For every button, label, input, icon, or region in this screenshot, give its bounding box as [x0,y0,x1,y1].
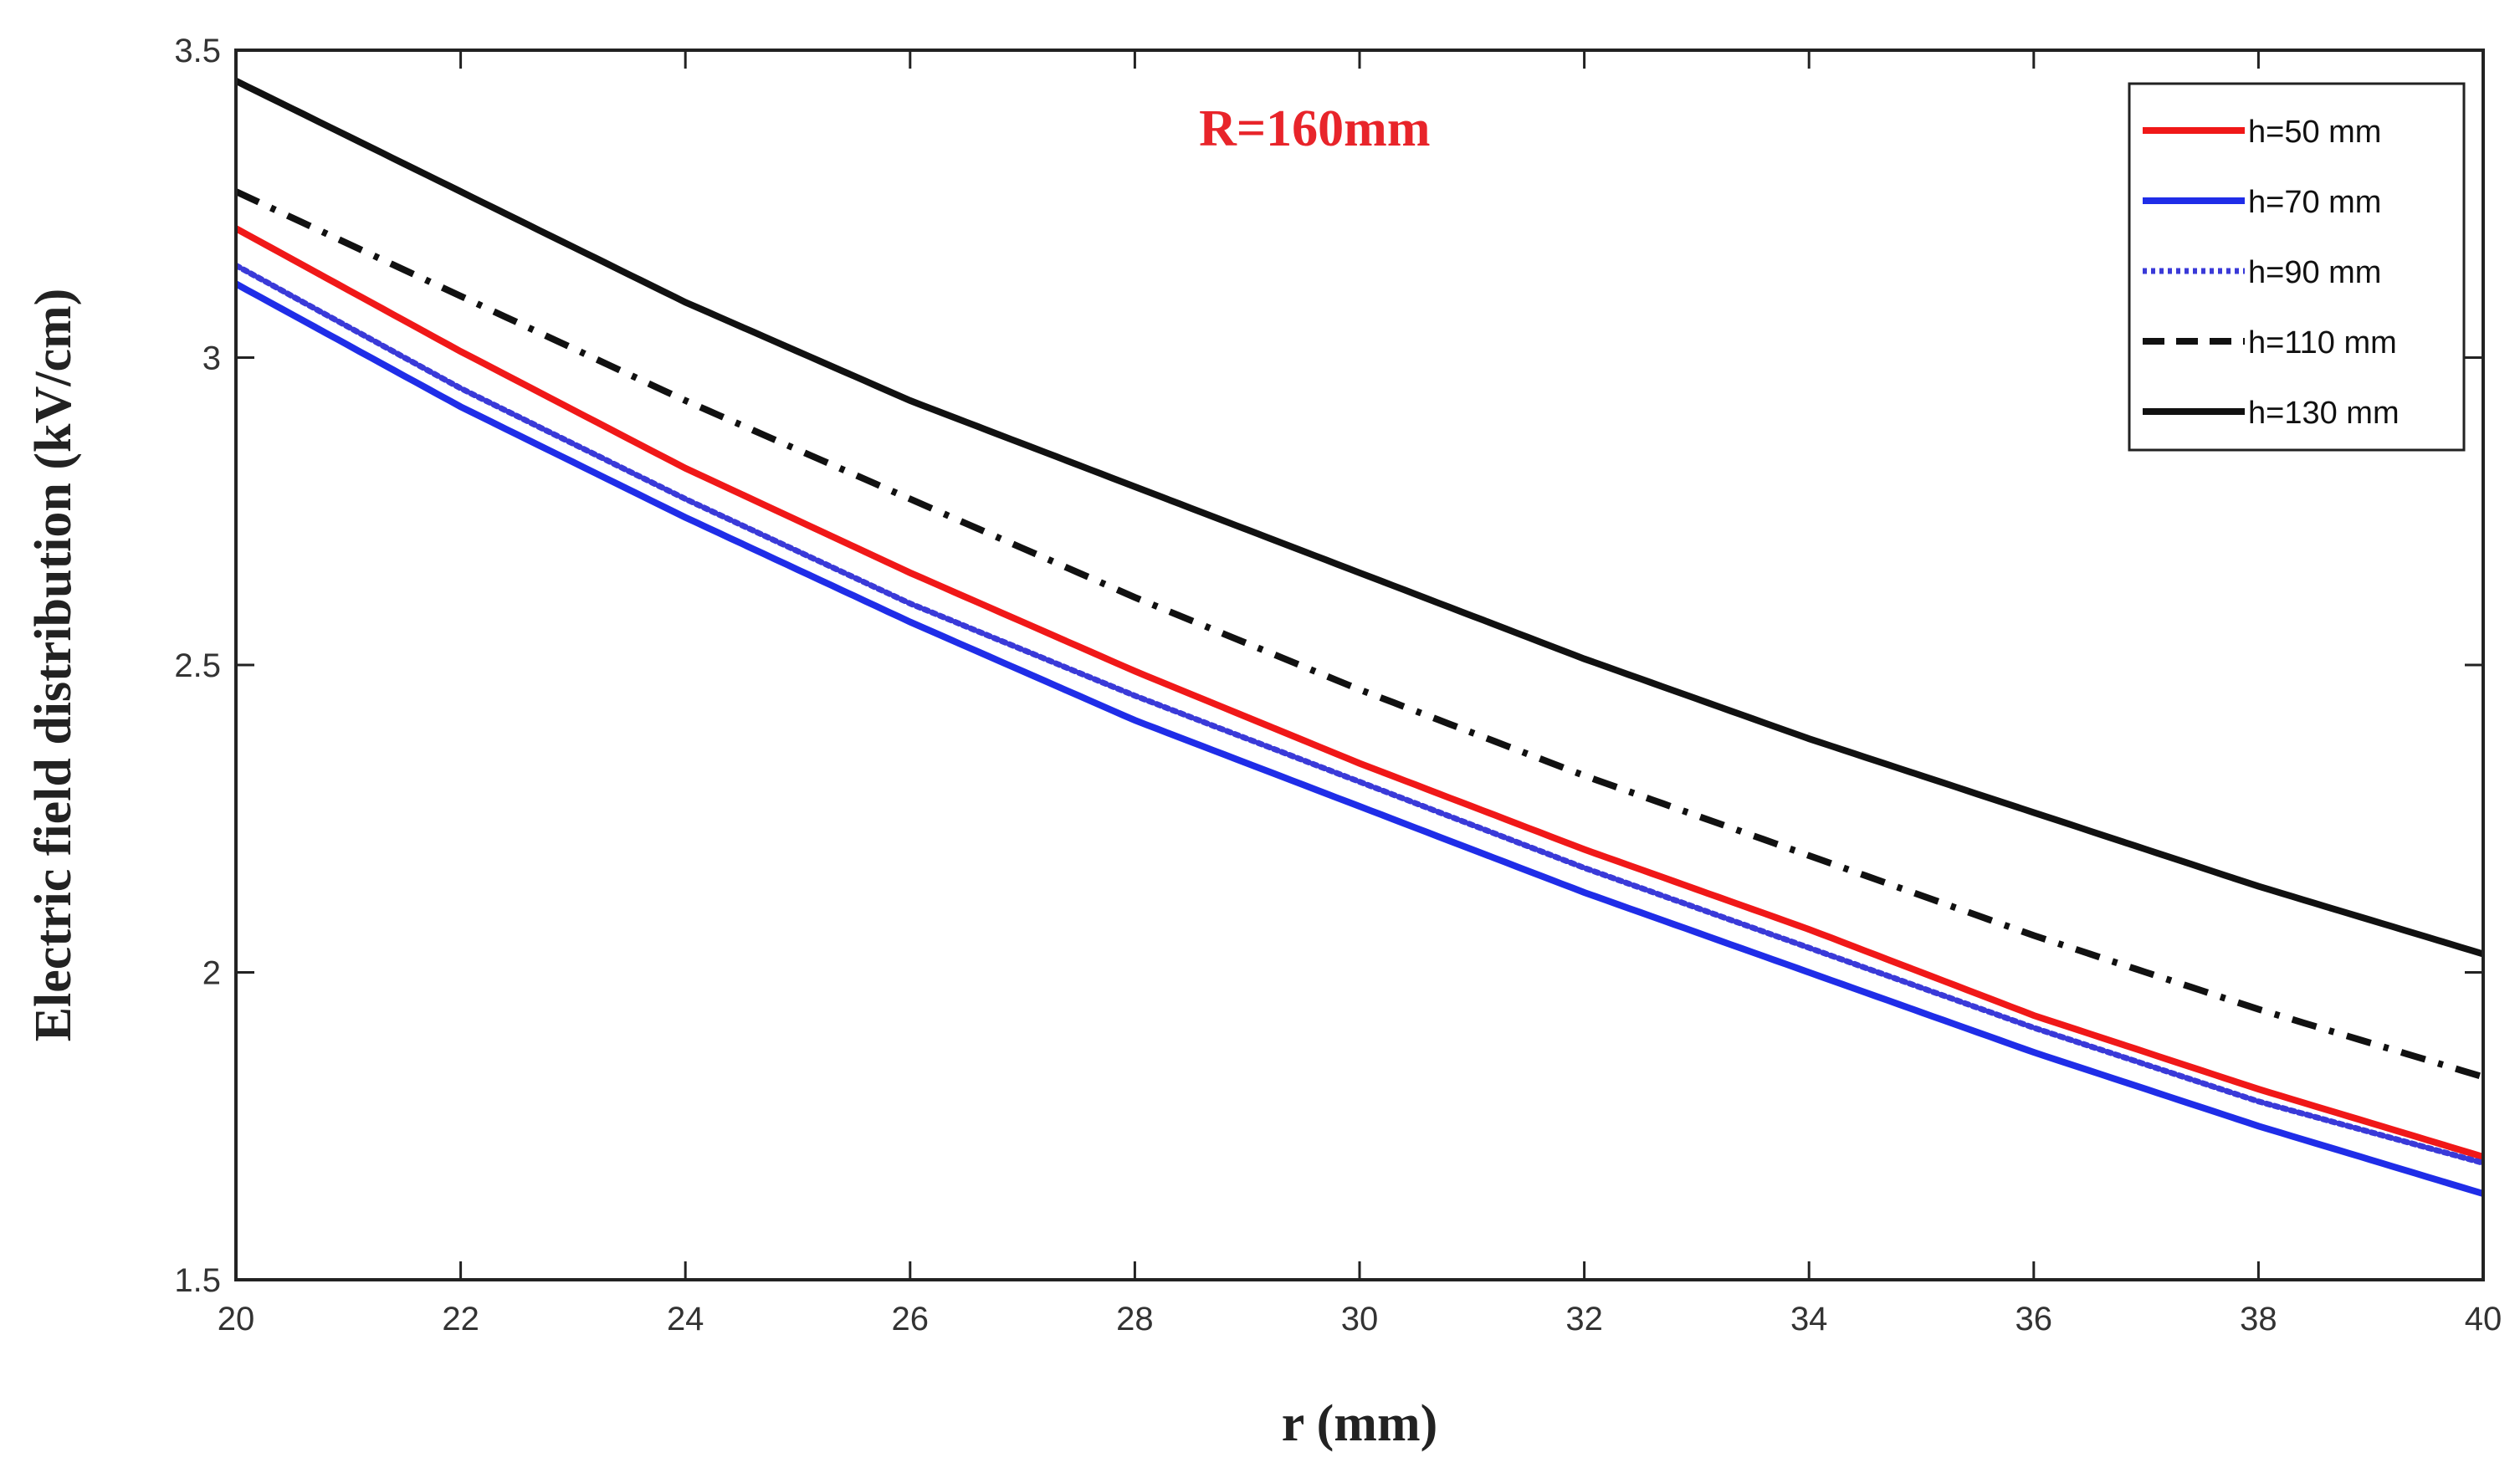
legend-label-5: h=130 mm [2248,396,2400,431]
x-tick-label: 30 [1341,1301,1379,1337]
x-tick-label: 38 [2240,1301,2277,1337]
legend-label-1: h=50 mm [2248,115,2381,150]
legend-box [2128,82,2466,452]
legend-label-4: h=110 mm [2248,325,2397,361]
legend-label-2: h=70 mm [2248,185,2381,220]
y-tick-label: 3.5 [174,33,221,69]
series-line-2 [236,280,2483,1197]
x-tick-label: 20 [218,1301,255,1337]
chart-annotation: R=160mm [1199,100,1430,157]
y-tick-label: 1.5 [174,1262,221,1299]
legend: h=50 mm h=70 mm h=90 mm h=110 mm h=130 mm [2128,82,2466,452]
x-tick-label: 22 [442,1301,479,1337]
series-line-5 [236,78,2483,958]
series-line-1 [236,225,2483,1160]
x-tick-label: 36 [2015,1301,2053,1337]
series-line-4 [236,188,2483,1081]
y-tick-label: 3 [202,340,221,377]
x-tick-label: 26 [892,1301,930,1337]
x-tick-label: 40 [2465,1301,2502,1337]
x-tick-label: 28 [1116,1301,1154,1337]
y-tick-label: 2 [202,955,221,992]
x-axis-label: r (mm) [1282,1395,1437,1452]
y-tick-label: 2.5 [174,647,221,684]
x-tick-label: 24 [667,1301,704,1337]
y-axis-label: Electric field distribution (kV/cm) [25,289,82,1042]
series-line-3 [236,262,2483,1166]
x-tick-label: 32 [1565,1301,1603,1337]
legend-label-3: h=90 mm [2248,255,2381,290]
x-tick-label: 34 [1790,1301,1828,1337]
